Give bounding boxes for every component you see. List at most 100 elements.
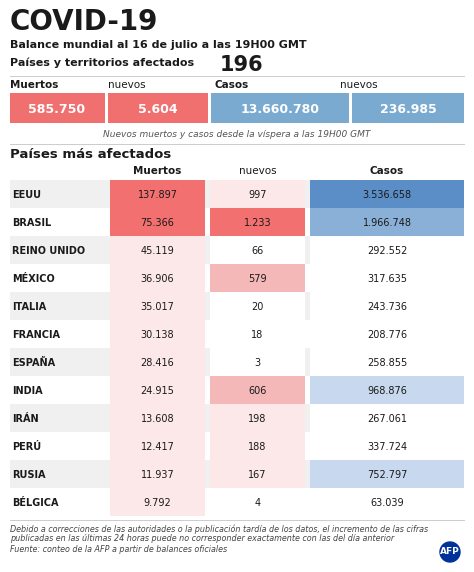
- Text: 9.792: 9.792: [144, 498, 172, 508]
- Text: 196: 196: [220, 55, 264, 75]
- Bar: [210, 236, 305, 264]
- Bar: [310, 348, 464, 376]
- Text: 137.897: 137.897: [137, 190, 177, 200]
- Bar: [210, 264, 305, 292]
- Bar: [110, 180, 205, 208]
- Text: INDIA: INDIA: [12, 386, 43, 396]
- Bar: [10, 180, 464, 208]
- Bar: [110, 320, 205, 348]
- Bar: [310, 236, 464, 264]
- Bar: [10, 404, 464, 432]
- Text: 18: 18: [251, 330, 264, 340]
- Text: publicadas en las últimas 24 horas puede no corresponder exactamente con las del: publicadas en las últimas 24 horas puede…: [10, 534, 394, 543]
- Text: 4: 4: [255, 498, 261, 508]
- Text: 63.039: 63.039: [370, 498, 404, 508]
- Text: 66: 66: [251, 246, 264, 256]
- Bar: [210, 404, 305, 432]
- Bar: [10, 236, 464, 264]
- Text: 585.750: 585.750: [28, 103, 86, 116]
- Bar: [352, 93, 464, 123]
- Text: Debido a correcciones de las autoridades o la publicación tardía de los datos, e: Debido a correcciones de las autoridades…: [10, 525, 428, 534]
- Bar: [210, 432, 305, 460]
- Text: 13.608: 13.608: [141, 414, 174, 424]
- Text: 1.966.748: 1.966.748: [363, 218, 411, 228]
- Text: 3: 3: [255, 358, 261, 368]
- Text: 5.604: 5.604: [138, 103, 178, 116]
- Bar: [10, 488, 464, 516]
- Bar: [310, 320, 464, 348]
- Text: Balance mundial al 16 de julio a las 19H00 GMT: Balance mundial al 16 de julio a las 19H…: [10, 40, 307, 50]
- Text: 11.937: 11.937: [141, 470, 174, 480]
- Bar: [210, 320, 305, 348]
- Bar: [110, 236, 205, 264]
- Bar: [211, 93, 349, 123]
- Bar: [10, 320, 464, 348]
- Bar: [210, 488, 305, 516]
- Text: Casos: Casos: [215, 80, 249, 90]
- Bar: [310, 208, 464, 236]
- Text: 75.366: 75.366: [141, 218, 174, 228]
- Text: BÉLGICA: BÉLGICA: [12, 498, 58, 508]
- Bar: [310, 376, 464, 404]
- Text: FRANCIA: FRANCIA: [12, 330, 60, 340]
- Circle shape: [440, 542, 460, 562]
- Bar: [310, 264, 464, 292]
- Bar: [110, 460, 205, 488]
- Text: BRASIL: BRASIL: [12, 218, 51, 228]
- Bar: [110, 488, 205, 516]
- Bar: [310, 404, 464, 432]
- Text: COVID-19: COVID-19: [10, 8, 158, 36]
- Bar: [110, 432, 205, 460]
- Text: PERÚ: PERÚ: [12, 442, 41, 452]
- Text: 258.855: 258.855: [367, 358, 407, 368]
- Text: REINO UNIDO: REINO UNIDO: [12, 246, 85, 256]
- Text: 30.138: 30.138: [141, 330, 174, 340]
- Bar: [310, 432, 464, 460]
- Bar: [10, 264, 464, 292]
- Bar: [210, 348, 305, 376]
- Bar: [10, 460, 464, 488]
- Text: 997: 997: [248, 190, 267, 200]
- Text: 28.416: 28.416: [141, 358, 174, 368]
- Bar: [110, 292, 205, 320]
- Bar: [310, 292, 464, 320]
- Bar: [10, 348, 464, 376]
- Text: 13.660.780: 13.660.780: [240, 103, 319, 116]
- Bar: [110, 348, 205, 376]
- Text: RUSIA: RUSIA: [12, 470, 46, 480]
- Text: MÉXICO: MÉXICO: [12, 274, 55, 284]
- Text: 12.417: 12.417: [141, 442, 174, 452]
- Bar: [110, 208, 205, 236]
- Text: 292.552: 292.552: [367, 246, 407, 256]
- Text: 45.119: 45.119: [141, 246, 174, 256]
- Bar: [310, 488, 464, 516]
- Text: 606: 606: [248, 386, 267, 396]
- Text: 198: 198: [248, 414, 267, 424]
- Text: IRÁN: IRÁN: [12, 414, 38, 424]
- Text: 267.061: 267.061: [367, 414, 407, 424]
- Text: 243.736: 243.736: [367, 302, 407, 312]
- Text: EEUU: EEUU: [12, 190, 41, 200]
- Bar: [210, 208, 305, 236]
- Text: AFP: AFP: [440, 547, 460, 557]
- Text: Países y territorios afectados: Países y territorios afectados: [10, 58, 194, 69]
- Bar: [210, 460, 305, 488]
- Bar: [310, 180, 464, 208]
- Text: Nuevos muertos y casos desde la víspera a las 19H00 GMT: Nuevos muertos y casos desde la víspera …: [103, 130, 371, 139]
- Text: 36.906: 36.906: [141, 274, 174, 284]
- Bar: [10, 432, 464, 460]
- Bar: [110, 404, 205, 432]
- Text: Países más afectados: Países más afectados: [10, 148, 171, 161]
- Text: Fuente: conteo de la AFP a partir de balances oficiales: Fuente: conteo de la AFP a partir de bal…: [10, 545, 227, 554]
- Text: 188: 188: [248, 442, 267, 452]
- Text: 208.776: 208.776: [367, 330, 407, 340]
- Text: ITALIA: ITALIA: [12, 302, 46, 312]
- Text: Muertos: Muertos: [133, 166, 182, 176]
- Text: 236.985: 236.985: [380, 103, 437, 116]
- Text: nuevos: nuevos: [239, 166, 276, 176]
- Text: 337.724: 337.724: [367, 442, 407, 452]
- Bar: [210, 376, 305, 404]
- Text: 579: 579: [248, 274, 267, 284]
- Text: 167: 167: [248, 470, 267, 480]
- Text: 1.233: 1.233: [244, 218, 271, 228]
